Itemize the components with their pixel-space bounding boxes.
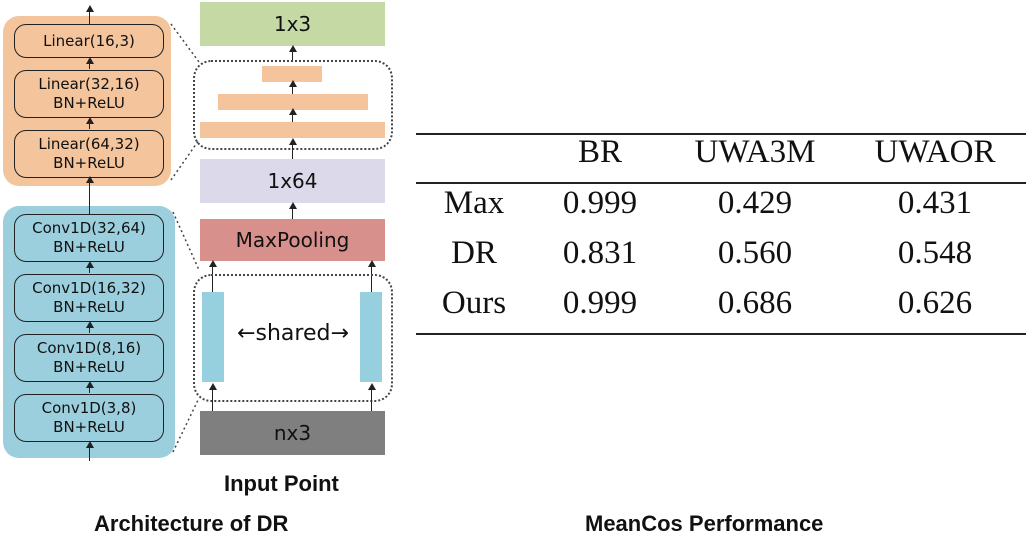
head-layer-2-activation: BN+ReLU (53, 94, 125, 112)
shared-label-row: ←shared→ (228, 321, 358, 346)
head-layer-1-label: Linear(16,3) (43, 32, 135, 50)
arrow-line (371, 385, 373, 411)
table-header-uwaor: UWAOR (874, 134, 996, 170)
arrow-head (86, 381, 94, 388)
input-caption: Input Point (224, 471, 339, 496)
table-cell: 0.548 (897, 235, 973, 271)
table-cell: 0.429 (717, 185, 793, 221)
arrow-line (89, 178, 91, 214)
encoder-layer-4-label: Conv1D(3,8) (41, 399, 137, 417)
table-header-br: BR (577, 134, 623, 170)
input-block: nx3 (200, 411, 385, 455)
arrow-head (86, 176, 94, 183)
table-row-label: DR (451, 235, 497, 271)
arrow-head (209, 383, 217, 390)
arrow-line (292, 47, 294, 61)
encoder-layer-3-label: Conv1D(8,16) (36, 339, 142, 357)
arrow-line (212, 262, 214, 292)
arrow-line (89, 59, 91, 69)
architecture-caption: Architecture of DR (94, 511, 289, 536)
arrow-head (86, 441, 94, 448)
arrow-head (86, 5, 94, 12)
table-row-label: Ours (441, 285, 507, 321)
head-layer-3-activation: BN+ReLU (53, 154, 125, 172)
arrow-head (289, 108, 297, 115)
encoder-layer-1-activation: BN+ReLU (53, 238, 125, 256)
head-group (3, 16, 171, 186)
shared-bar-left (202, 292, 224, 382)
encoder-layer-4-activation: BN+ReLU (53, 418, 125, 436)
arrow-line (89, 383, 91, 393)
encoder-layer-3-activation: BN+ReLU (53, 358, 125, 376)
arrow-line (292, 204, 294, 219)
arrow-line (292, 110, 294, 122)
arrow-line (292, 140, 294, 159)
encoder-layer-4: Conv1D(3,8) BN+ReLU (14, 394, 164, 442)
encoder-layer-2-label: Conv1D(16,32) (32, 279, 146, 297)
output-block: 1x3 (200, 2, 385, 46)
table-cell: 0.431 (897, 185, 973, 221)
arrow-line (89, 263, 91, 273)
shared-label: shared (255, 321, 331, 346)
arrow-head (289, 80, 297, 87)
arrow-head (209, 260, 217, 267)
arrow-line (212, 385, 214, 411)
table-cell: 0.999 (562, 285, 638, 321)
table-cell: 0.999 (562, 185, 638, 221)
table-cell: 0.626 (897, 285, 973, 321)
encoder-layer-2: Conv1D(16,32) BN+ReLU (14, 274, 164, 322)
mlp-bar-small (262, 66, 322, 82)
arrow-head (289, 138, 297, 145)
head-layer-1: Linear(16,3) (14, 24, 164, 58)
table-top-rule (416, 133, 1026, 135)
right-arrow-icon: → (330, 321, 349, 346)
pooling-block-label: MaxPooling (235, 228, 350, 252)
arrow-head (86, 321, 94, 328)
table-cell: 0.560 (717, 235, 793, 271)
head-layer-2: Linear(32,16) BN+ReLU (14, 70, 164, 118)
shared-bar-right (360, 292, 382, 382)
arrow-head (86, 261, 94, 268)
arrow-head (289, 202, 297, 209)
table-row-label: Max (443, 185, 505, 221)
mlp-bar-large (200, 122, 385, 138)
arrow-line (89, 323, 91, 333)
arrow-head (368, 260, 376, 267)
arrow-head (368, 383, 376, 390)
head-layer-2-label: Linear(32,16) (38, 75, 140, 93)
encoder-layer-1-label: Conv1D(32,64) (32, 219, 146, 237)
pooling-block: MaxPooling (200, 219, 385, 261)
encoder-layer-2-activation: BN+ReLU (53, 298, 125, 316)
head-layer-3: Linear(64,32) BN+ReLU (14, 130, 164, 178)
table-cell: 0.831 (562, 235, 638, 271)
encoder-layer-3: Conv1D(8,16) BN+ReLU (14, 334, 164, 382)
feature-block: 1x64 (200, 159, 385, 203)
feature-block-label: 1x64 (267, 169, 318, 193)
table-caption: MeanCos Performance (585, 511, 824, 536)
head-layer-3-label: Linear(64,32) (38, 135, 140, 153)
table-cell: 0.686 (717, 285, 793, 321)
left-arrow-icon: ← (237, 321, 256, 346)
arrow-head (289, 45, 297, 52)
arrow-line (89, 10, 91, 24)
output-block-label: 1x3 (273, 12, 312, 36)
shared-zoom-box (193, 274, 393, 402)
arrow-line (89, 443, 91, 461)
table-header-uwa3m: UWA3M (694, 134, 816, 170)
arrow-line (89, 119, 91, 129)
arrow-line (371, 262, 373, 292)
arrow-line (292, 82, 294, 94)
input-block-label: nx3 (273, 421, 312, 445)
arrow-head (86, 117, 94, 124)
table-bottom-rule (416, 333, 1026, 335)
zoom-connectors (170, 23, 200, 453)
arrow-head (86, 57, 94, 64)
table-mid-rule (416, 182, 1026, 184)
mlp-bar-medium (218, 94, 368, 110)
encoder-layer-1: Conv1D(32,64) BN+ReLU (14, 214, 164, 262)
